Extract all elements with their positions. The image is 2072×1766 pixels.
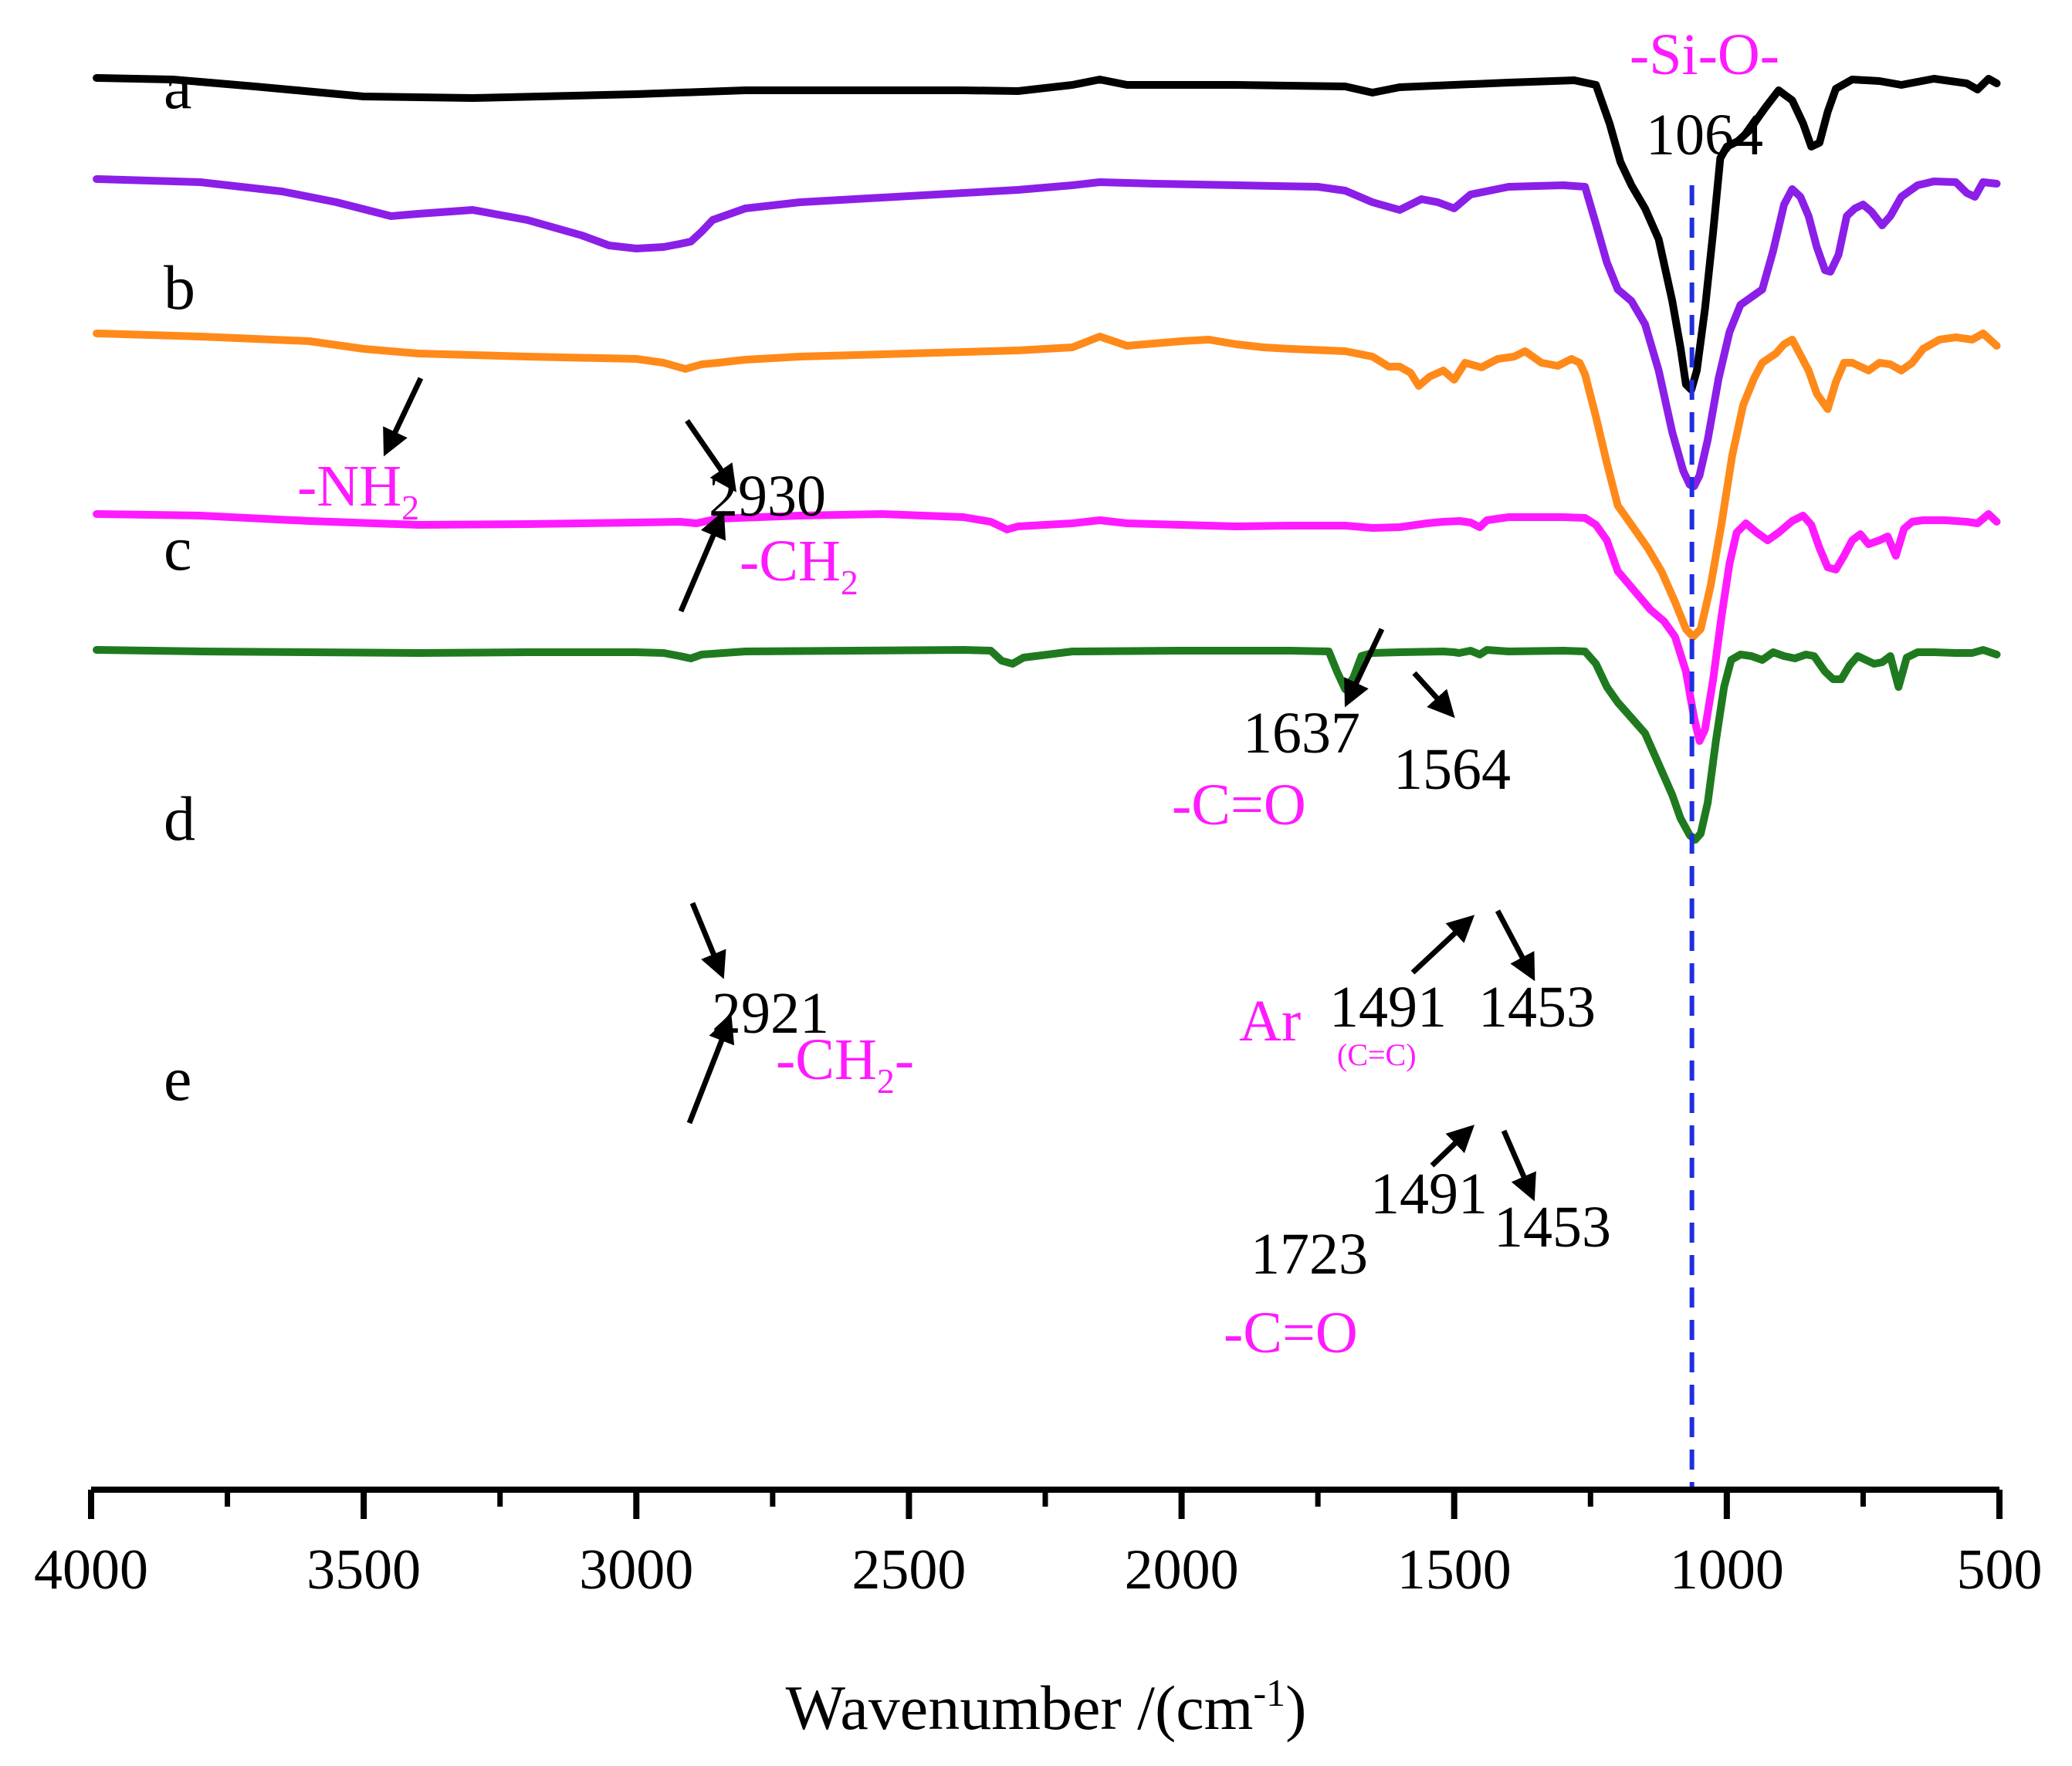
x-tick-label-500: 500	[1957, 1538, 2043, 1602]
arrow-d2921	[689, 902, 726, 979]
ann-co-e: -C=O	[1224, 1301, 1358, 1365]
series-label-a: a	[164, 52, 191, 122]
series-label-c: c	[164, 513, 191, 584]
ann-1064: 1064	[1646, 103, 1763, 167]
annotation-arrows	[383, 377, 1536, 1202]
x-tick-label-1000: 1000	[1670, 1538, 1784, 1602]
arrow-c2930	[678, 510, 726, 613]
series-label-b: b	[164, 252, 195, 323]
arrow-e1453	[1501, 1129, 1536, 1202]
ann-ch2-d: -CH2-	[776, 1027, 914, 1101]
x-tick-label-2500: 2500	[851, 1538, 966, 1602]
ann-e1491: 1491	[1370, 1162, 1488, 1226]
arrow-e2921	[686, 1015, 735, 1125]
ann-b2930: 2930	[709, 464, 826, 529]
x-axis-title: Wavenumber /(cm-1)	[786, 1671, 1307, 1743]
ann-c1564: 1564	[1393, 737, 1511, 802]
arrow-e1491	[1430, 1125, 1475, 1168]
x-tick-label-4000: 4000	[34, 1538, 148, 1602]
x-tick-label-3500: 3500	[306, 1538, 421, 1602]
x-axis-ticks: 4000 3500 3000 2500 2000 1500 1000 500	[34, 1490, 2043, 1602]
series-labels: a b c d e	[164, 52, 195, 1114]
series-layer	[93, 74, 2001, 844]
series-line-e	[93, 646, 2001, 844]
series-line-c	[93, 330, 2001, 641]
x-tick-label-2000: 2000	[1125, 1538, 1239, 1602]
series-line-a	[93, 74, 2001, 394]
arrow-nh2	[383, 377, 424, 457]
series-line-d	[93, 510, 2001, 745]
ann-ar: Ar	[1239, 989, 1301, 1054]
ann-nh2: -NH2	[297, 454, 419, 527]
ann-cc: (C=C)	[1337, 1037, 1417, 1072]
ann-d1453: 1453	[1478, 975, 1596, 1040]
ann-d1491: 1491	[1329, 975, 1447, 1040]
series-line-b	[93, 175, 2001, 490]
arrow-c1637	[1344, 628, 1385, 708]
ann-e1723: 1723	[1251, 1222, 1368, 1287]
x-tick-label-3000: 3000	[579, 1538, 693, 1602]
annotations: -Si-O- 1064 -NH2 2930 -CH2 1637 1564 -C=…	[297, 22, 1779, 1365]
ann-co-c: -C=O	[1172, 773, 1306, 837]
ann-c1637: 1637	[1243, 701, 1360, 766]
arrow-b2930	[685, 419, 736, 492]
ann-si-o: -Si-O-	[1630, 22, 1779, 87]
arrow-d1491	[1410, 915, 1475, 975]
series-label-d: d	[164, 783, 195, 854]
x-tick-label-1500: 1500	[1397, 1538, 1512, 1602]
ann-d2921: 2921	[712, 981, 829, 1046]
ann-e1453: 1453	[1494, 1195, 1611, 1260]
series-label-e: e	[164, 1044, 191, 1114]
arrow-c1564	[1412, 671, 1455, 719]
ann-ch2-c: -CH2	[740, 529, 858, 602]
arrow-d1453	[1495, 909, 1535, 982]
